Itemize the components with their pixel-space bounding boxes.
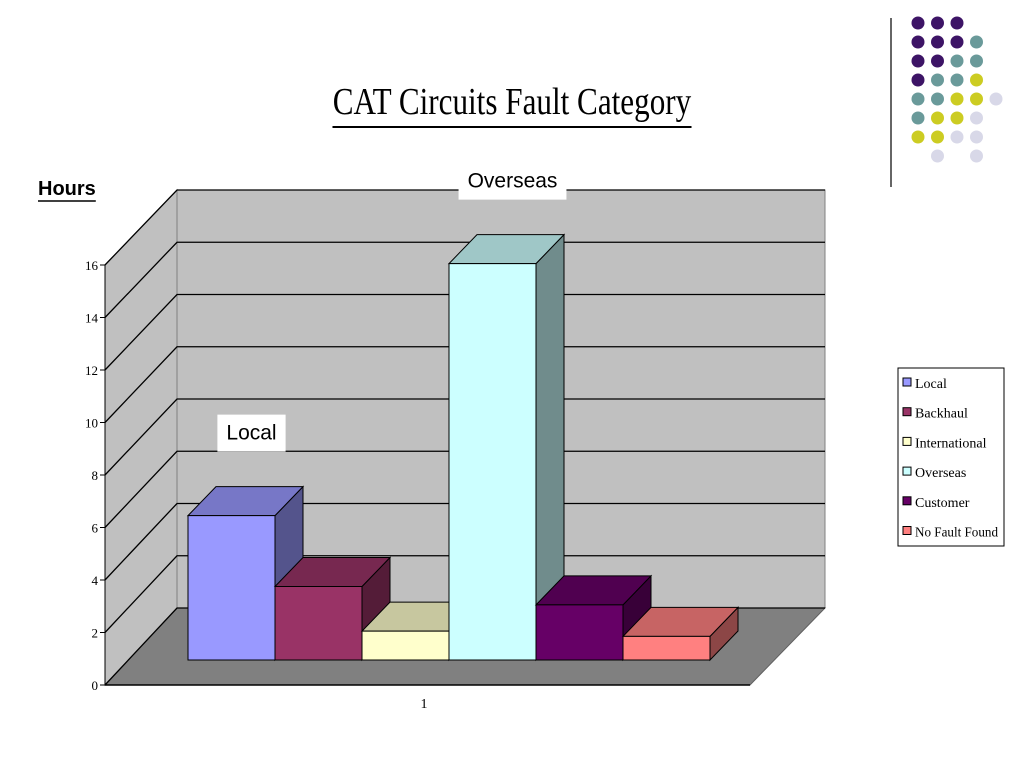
plot: 0 2 4 6 8 10 12 14 16 1 Local Overseas (85, 162, 827, 712)
bar (622, 635, 711, 661)
decor-dot (970, 54, 983, 68)
bar (361, 630, 450, 661)
decor-dot (931, 35, 944, 49)
annotation-box (217, 414, 286, 452)
decor-dot (931, 73, 944, 87)
legend: Local Backhaul International Overseas Custom… (897, 367, 1005, 547)
legend-label: International (915, 436, 987, 451)
decor-dot (950, 54, 964, 68)
decor-dot (911, 54, 925, 68)
decor-dot (989, 92, 1003, 106)
legend-swatch (902, 436, 912, 446)
grid-line (104, 189, 825, 266)
y-tick-label: 2 (92, 626, 99, 641)
grid-line (104, 502, 825, 581)
y-tick-label: 8 (92, 468, 99, 483)
legend-swatch (902, 407, 912, 417)
legend-swatch (902, 526, 912, 535)
annotation-box (458, 162, 567, 200)
y-tick-label: 12 (85, 363, 98, 378)
decor-dot (931, 54, 944, 68)
y-tick-label: 16 (85, 258, 99, 273)
decor-dot (931, 149, 944, 163)
y-axis-label: Hours (38, 178, 96, 200)
legend-swatch (902, 466, 912, 476)
grid-line (104, 346, 825, 423)
annotation: Local (226, 422, 276, 445)
decor-dot (970, 149, 983, 163)
grid-line (104, 293, 825, 371)
decor-dot (931, 16, 944, 30)
legend-label: Overseas (915, 466, 966, 481)
y-tick-label: 10 (85, 416, 98, 431)
bar (274, 586, 363, 661)
decoration (890, 16, 1003, 187)
decor-dot (950, 111, 964, 125)
grid-line (104, 398, 825, 476)
decor-dot (970, 130, 983, 144)
decor-dot (950, 35, 964, 49)
bar (187, 515, 276, 661)
decor-dot (911, 35, 925, 49)
decor-dot (970, 73, 983, 87)
decor-dot (950, 92, 964, 106)
legend-swatch (902, 377, 912, 387)
bar (535, 604, 624, 661)
y-tick-label: 14 (85, 311, 99, 326)
y-tick-label: 6 (92, 521, 99, 536)
grid-line (104, 555, 825, 633)
decor-dot (931, 92, 944, 106)
x-tick-label: 1 (421, 697, 428, 712)
decor-dot (950, 130, 964, 144)
decor-dot (911, 130, 925, 144)
legend-box (897, 367, 1005, 547)
decor-dot (950, 16, 964, 30)
legend-label: No Fault Found (915, 526, 998, 541)
grid-line (104, 450, 825, 528)
decor-dot (911, 73, 925, 87)
grid-line (104, 241, 825, 318)
y-tick-label: 0 (92, 678, 99, 693)
y-tick-label: 4 (92, 573, 99, 588)
decor-dot (911, 111, 925, 125)
decor-dot (911, 92, 925, 106)
legend-swatch (902, 496, 912, 506)
legend-label: Local (915, 377, 947, 392)
legend-label: Backhaul (915, 407, 968, 422)
legend-label: Customer (915, 496, 970, 511)
chart-title: CAT Circuits Fault Category (333, 80, 692, 123)
decor-dot (931, 130, 944, 144)
decor-dot (970, 92, 983, 106)
bar (448, 263, 537, 661)
decor-dot (911, 16, 925, 30)
decor-dot (950, 73, 964, 87)
decor-dot (970, 35, 983, 49)
decor-dot (970, 111, 983, 125)
annotation: Overseas (468, 170, 558, 193)
decor-dot (931, 111, 944, 125)
